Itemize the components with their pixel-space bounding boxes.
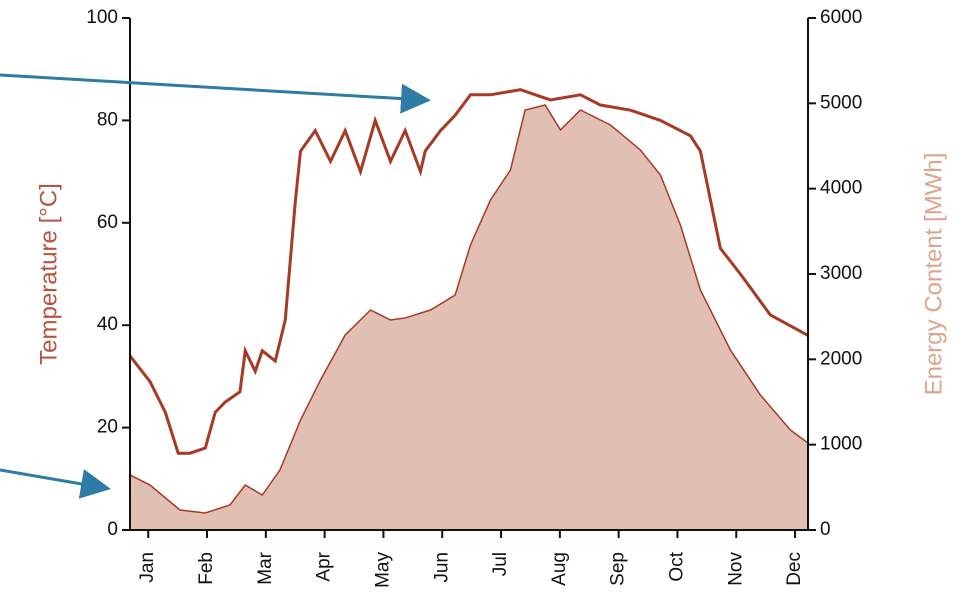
y-tick-label: 40 xyxy=(97,314,118,335)
y2-tick-label: 1000 xyxy=(820,434,862,455)
area xyxy=(130,105,808,530)
y-tick-label: 80 xyxy=(97,109,118,130)
y-axis-title: Temperature [°C] xyxy=(35,183,62,365)
x-tick-label: Nov xyxy=(725,552,746,586)
y-tick-label: 60 xyxy=(97,212,118,233)
y2-axis-title: Energy Content [MWh] xyxy=(920,153,947,396)
x-tick-label: Jun xyxy=(431,552,452,583)
y2-tick-label: 4000 xyxy=(820,178,862,199)
x-tick-label: Jul xyxy=(490,552,511,576)
x-tick-label: Mar xyxy=(255,551,276,584)
y2-tick-label: 6000 xyxy=(820,7,862,28)
x-tick-label: Apr xyxy=(314,551,335,581)
y-tick-label: 20 xyxy=(97,417,118,438)
y2-tick-label: 5000 xyxy=(820,92,862,113)
x-tick-label: Feb xyxy=(196,552,217,585)
x-tick-label: Jan xyxy=(137,552,158,583)
plot: 0204060801000100020003000400050006000Jan… xyxy=(86,7,862,588)
area-edge xyxy=(129,104,809,514)
x-tick-label: Dec xyxy=(784,552,805,586)
x-tick-label: Aug xyxy=(549,552,570,586)
x-tick-label: Sep xyxy=(608,552,629,586)
arrow xyxy=(0,468,111,499)
y-tick-label: 0 xyxy=(107,519,118,540)
y2-tick-label: 3000 xyxy=(820,263,862,284)
x-tick-label: May xyxy=(372,552,393,588)
y2-tick-label: 2000 xyxy=(820,348,862,369)
x-tick-label: Oct xyxy=(666,551,687,581)
line xyxy=(128,88,809,455)
y-tick-label: 100 xyxy=(86,7,118,28)
y2-tick-label: 0 xyxy=(820,519,831,540)
arrow xyxy=(0,73,431,114)
